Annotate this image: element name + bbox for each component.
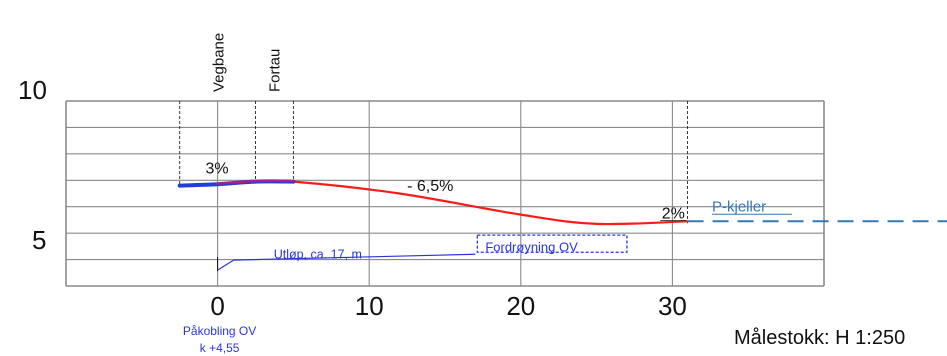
slope-labels: 3% - 6,5% 2% [205, 161, 687, 223]
x-tick-label: 30 [658, 291, 687, 321]
p-kjeller-label: P-kjeller [712, 198, 766, 215]
section-labels: Vegbane Fortau [211, 33, 284, 92]
section-label: Fortau [267, 49, 284, 92]
section-label: Vegbane [211, 33, 228, 92]
y-tick-label: 5 [32, 225, 46, 255]
slope-label: 3% [205, 161, 228, 178]
outlet-hook [217, 259, 234, 271]
section-boundaries [179, 101, 689, 224]
x-tick-label: 10 [355, 291, 384, 321]
slope-label: 2% [662, 206, 685, 223]
outlet-pipe-label: Utløp, ca. 17, m [274, 247, 362, 261]
connection-label-line2: k +4,55 [200, 341, 240, 355]
detention-box [476, 234, 628, 253]
y-tick-label: 10 [18, 75, 47, 105]
chart-grid [65, 100, 825, 287]
x-tick-label: 0 [210, 291, 224, 321]
detention-box-label: Fordrøyning OV [485, 240, 578, 255]
profile-series [177, 179, 689, 226]
scale-label: Målestokk: H 1:250 [734, 327, 905, 349]
x-tick-label: 20 [506, 291, 535, 321]
connection-label-line1: Påkobling OV [183, 324, 256, 338]
y-axis-ticks: 10 5 [18, 75, 47, 255]
outlet-pipe-line [233, 253, 476, 261]
x-axis-ticks: 0 10 20 30 [210, 291, 686, 321]
series-sidewalk-overlay [216, 179, 295, 185]
slope-label: - 6,5% [407, 178, 453, 195]
